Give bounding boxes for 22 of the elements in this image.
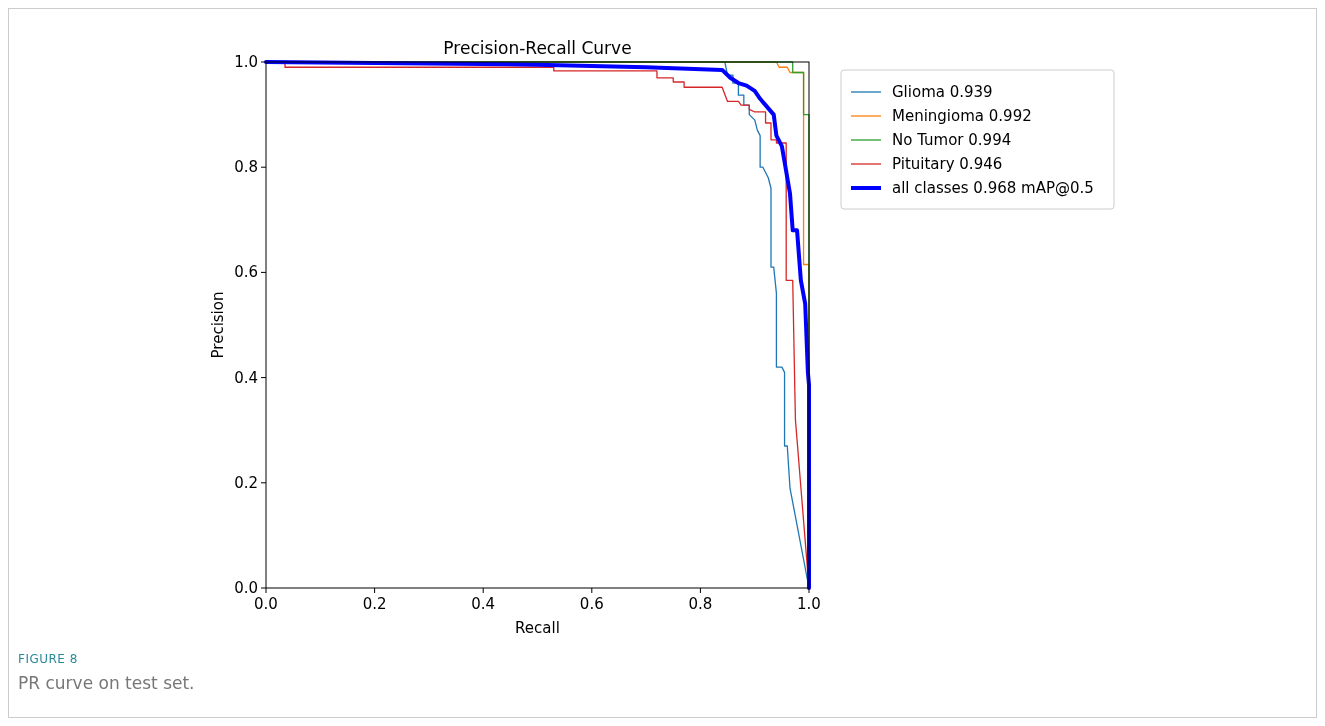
caption: FIGURE 8 [18, 652, 78, 666]
legend-label: Glioma 0.939 [892, 83, 993, 101]
x-tick-label: 0.4 [471, 595, 496, 613]
text: PR curve on test set. [18, 673, 195, 693]
x-tick-label: 0.8 [688, 595, 713, 613]
chart-title: Precision-Recall Curve [443, 38, 632, 58]
x-tick-label: 0.0 [254, 595, 278, 613]
legend-label: all classes 0.968 mAP@0.5 [892, 179, 1094, 197]
y-tick-label: 0.4 [234, 368, 258, 387]
y-tick-label: 0.8 [234, 158, 258, 177]
legend-label: No Tumor 0.994 [892, 131, 1012, 149]
y-tick-label: 1.0 [234, 53, 258, 71]
legend-label: Pituitary 0.946 [892, 155, 1003, 173]
legend-label: Meningioma 0.992 [892, 107, 1032, 125]
x-tick-label: 0.6 [579, 595, 604, 613]
y-tick-label: 0.0 [234, 579, 258, 597]
y-tick-label: 0.6 [234, 263, 258, 282]
y-axis-title: Precision [209, 291, 227, 359]
x-tick-label: 0.2 [362, 595, 387, 613]
x-axis-title: Recall [515, 619, 560, 637]
y-tick-label: 0.2 [234, 473, 258, 492]
x-tick-label: 1.0 [797, 595, 821, 613]
